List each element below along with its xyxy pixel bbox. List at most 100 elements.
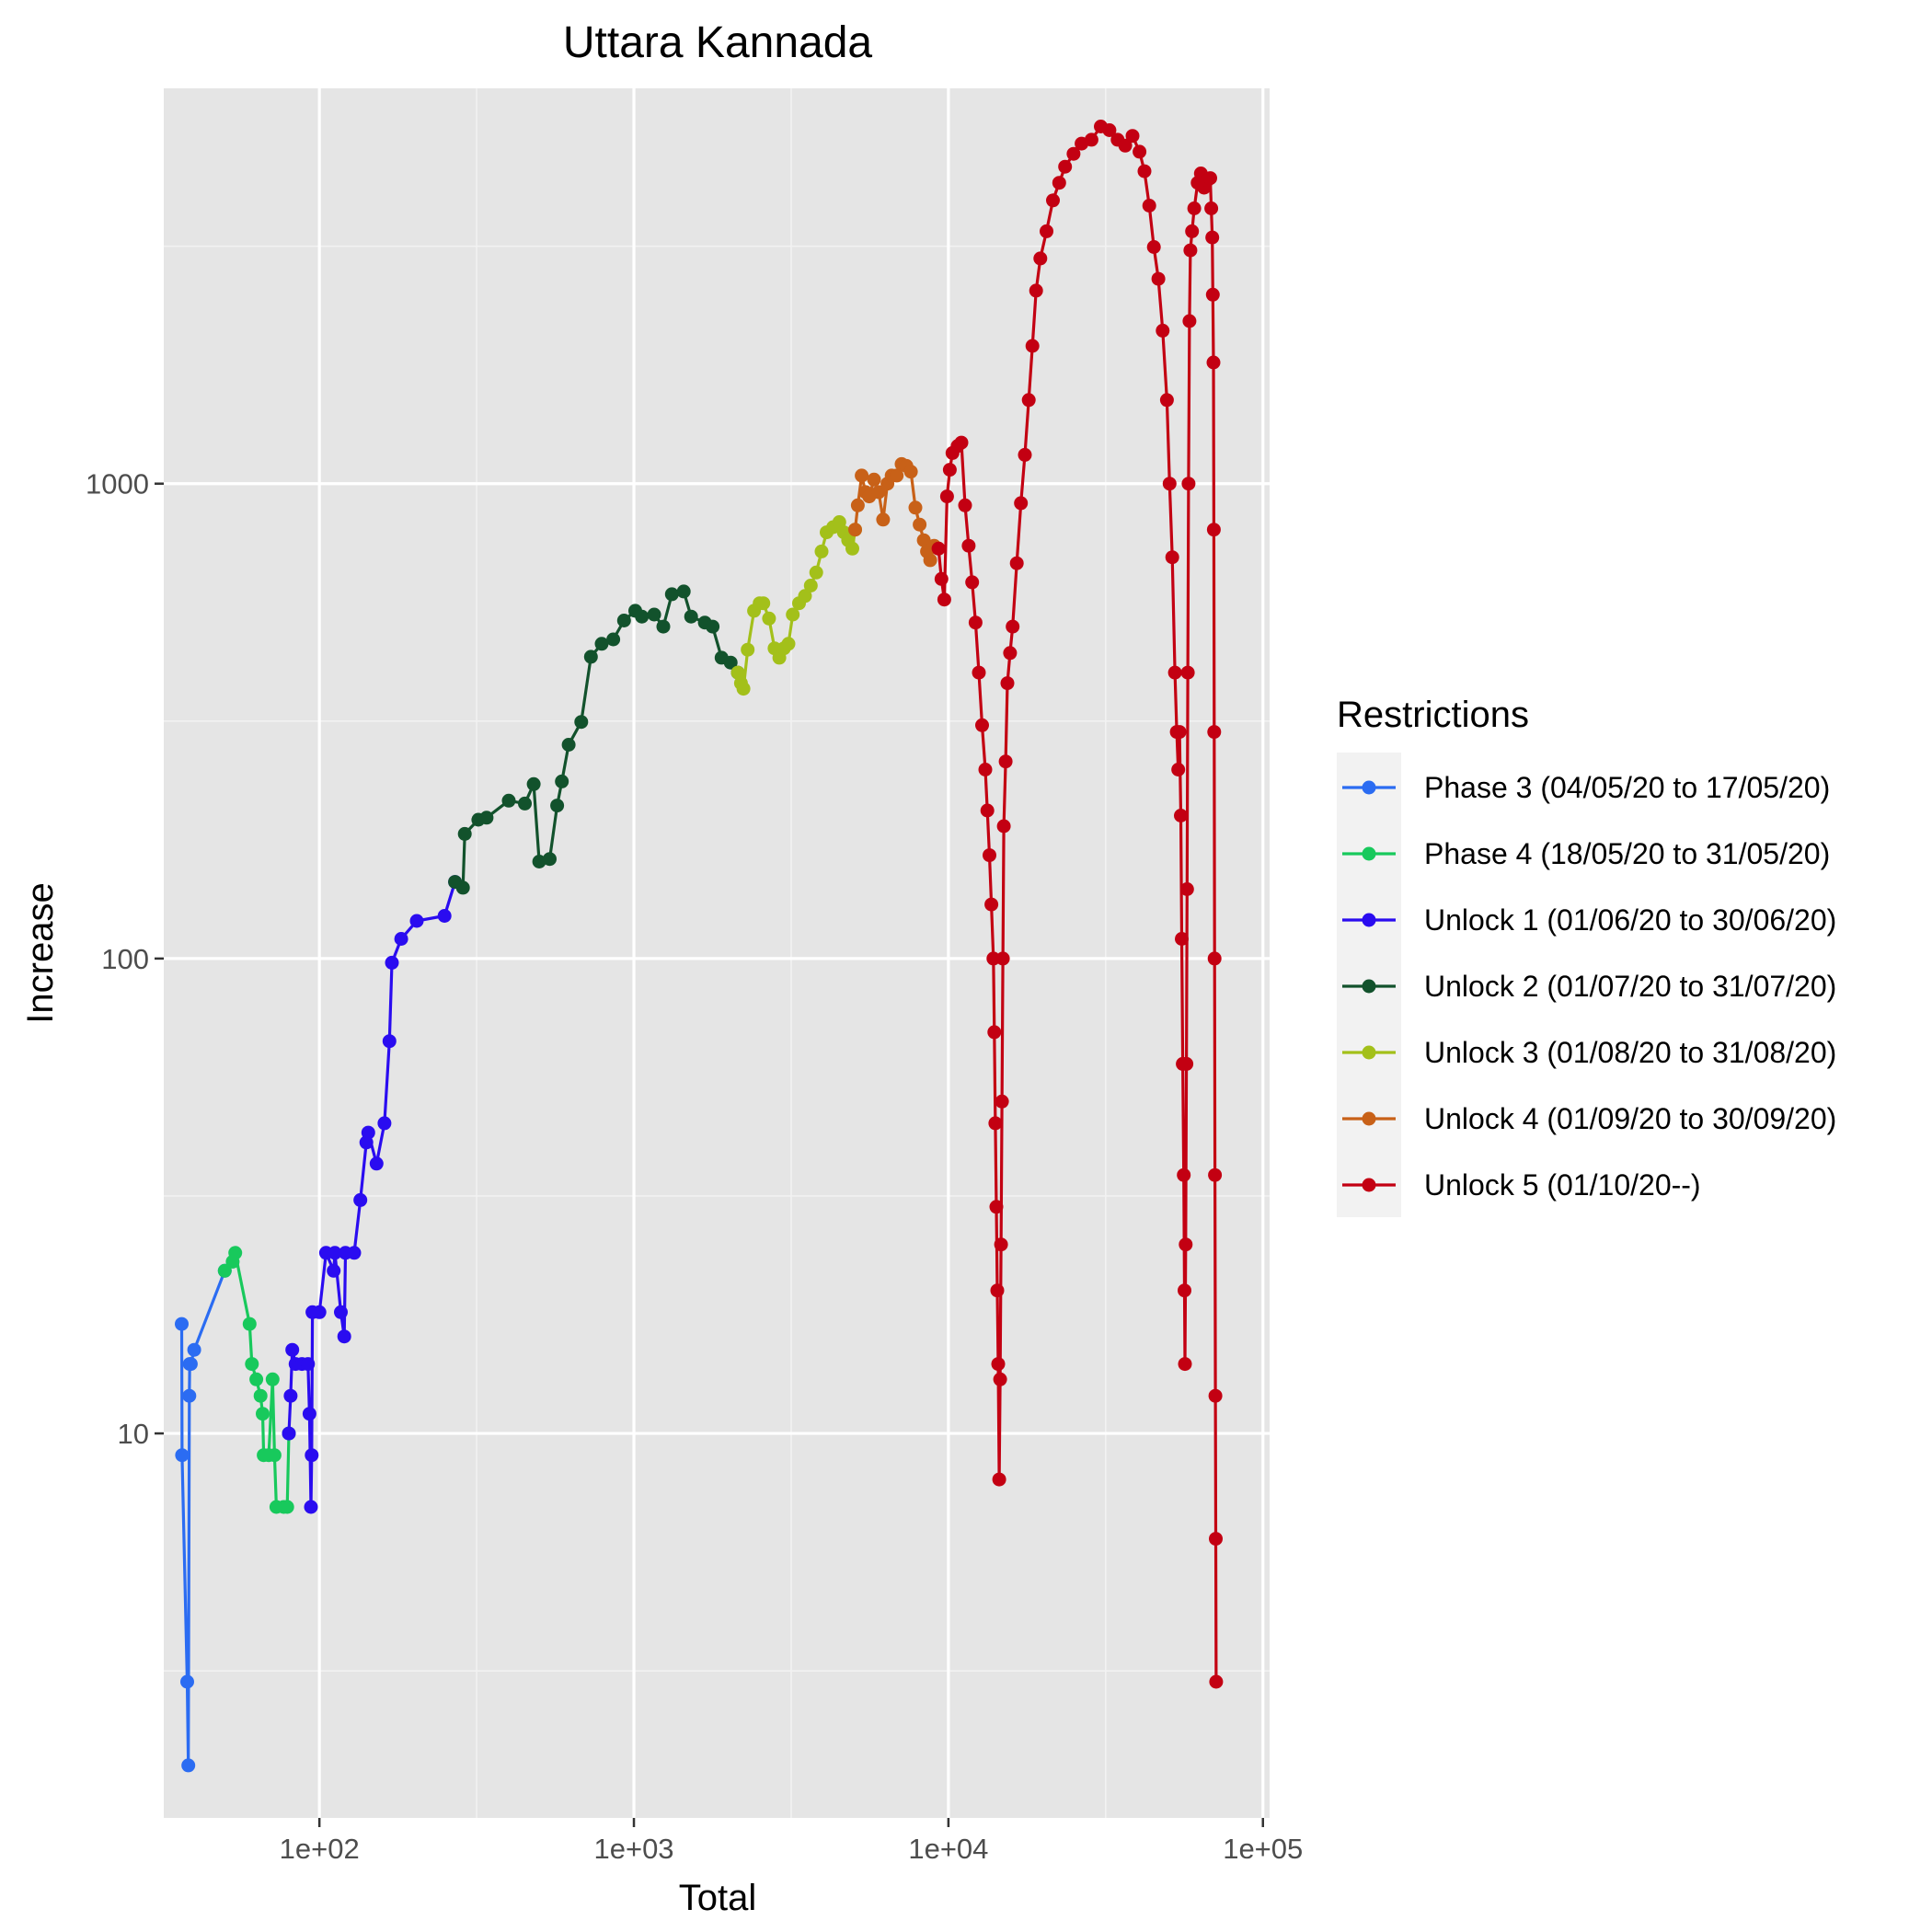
data-point xyxy=(786,607,800,622)
data-point xyxy=(937,592,951,607)
data-point xyxy=(656,619,671,634)
data-point xyxy=(1171,763,1186,776)
data-point xyxy=(980,803,995,818)
data-point xyxy=(1000,676,1015,691)
data-point xyxy=(730,665,745,680)
data-point xyxy=(676,584,691,599)
data-point xyxy=(249,1372,264,1386)
series-4 xyxy=(448,584,745,895)
data-point xyxy=(968,615,983,630)
data-point xyxy=(1033,251,1048,266)
grid-major-lines xyxy=(164,88,1270,1818)
data-point xyxy=(280,1500,294,1514)
data-point xyxy=(1175,932,1189,946)
data-point xyxy=(961,538,976,553)
data-point xyxy=(1209,1532,1223,1547)
legend-label: Unlock 2 (01/07/20 to 31/07/20) xyxy=(1424,970,1836,1003)
data-point xyxy=(1183,243,1198,258)
data-point xyxy=(256,1407,270,1421)
data-point xyxy=(1182,314,1197,328)
legend-key-point xyxy=(1362,1111,1376,1126)
data-point xyxy=(1162,477,1177,491)
y-axis-ticks: 10 100 1000 xyxy=(86,468,164,1450)
data-point xyxy=(1178,1357,1192,1372)
legend: Restrictions Phase 3 (04/05/20 to 17/05/… xyxy=(1337,695,1836,1217)
data-point xyxy=(1205,230,1220,245)
legend-key-point xyxy=(1362,1045,1376,1060)
data-point xyxy=(1180,665,1195,680)
data-point xyxy=(1179,1056,1194,1071)
data-point xyxy=(706,619,720,634)
data-point xyxy=(327,1263,341,1278)
data-point xyxy=(253,1388,268,1403)
data-point xyxy=(1178,1283,1191,1298)
data-point xyxy=(305,1448,319,1463)
data-point xyxy=(890,468,904,483)
data-point xyxy=(978,763,993,776)
data-point xyxy=(616,614,631,627)
data-point xyxy=(684,609,698,624)
legend-key-point xyxy=(1362,1178,1376,1192)
data-point xyxy=(1025,339,1040,353)
data-point xyxy=(183,1357,198,1372)
data-point xyxy=(809,565,823,580)
data-point xyxy=(283,1388,298,1403)
data-point xyxy=(736,682,751,696)
data-point xyxy=(1006,619,1020,634)
data-point xyxy=(998,754,1013,769)
data-point xyxy=(1209,1674,1224,1689)
data-point xyxy=(606,632,621,647)
data-point xyxy=(1151,271,1166,286)
data-point xyxy=(871,485,886,500)
series-layer xyxy=(175,120,1224,1773)
data-point xyxy=(954,435,969,450)
data-point xyxy=(1205,287,1220,302)
data-point xyxy=(1206,523,1221,537)
data-point xyxy=(635,609,650,624)
data-point xyxy=(285,1342,300,1357)
data-point xyxy=(361,1125,375,1140)
legend-label: Phase 3 (04/05/20 to 17/05/20) xyxy=(1424,771,1830,804)
data-point xyxy=(916,533,931,547)
data-point xyxy=(1174,809,1188,822)
legend-items: Phase 3 (04/05/20 to 17/05/20) Phase 4 (1… xyxy=(1342,771,1836,1202)
data-point xyxy=(377,1116,392,1131)
data-point xyxy=(845,541,859,556)
data-point xyxy=(282,1426,296,1441)
data-point xyxy=(1177,1167,1191,1182)
data-point xyxy=(647,607,661,622)
data-point xyxy=(187,1342,201,1357)
data-point xyxy=(1207,951,1222,966)
data-point xyxy=(1118,138,1133,153)
data-point xyxy=(942,463,957,477)
data-point xyxy=(242,1317,257,1331)
data-point xyxy=(762,611,776,626)
data-point xyxy=(455,880,470,895)
legend-item: Phase 4 (18/05/20 to 31/05/20) xyxy=(1342,837,1830,870)
legend-item: Unlock 3 (01/08/20 to 31/08/20) xyxy=(1342,1036,1836,1069)
data-point xyxy=(781,637,796,651)
data-point xyxy=(1102,123,1117,137)
data-point xyxy=(803,579,818,592)
data-point xyxy=(988,1116,1003,1131)
x-tick-label: 1e+05 xyxy=(1223,1833,1303,1865)
data-point xyxy=(1142,199,1156,213)
data-point xyxy=(1133,144,1147,159)
data-point xyxy=(1206,355,1221,370)
data-point xyxy=(594,637,609,651)
x-axis-title: Total xyxy=(679,1878,757,1918)
data-point xyxy=(1018,447,1032,462)
legend-label: Phase 4 (18/05/20 to 31/05/20) xyxy=(1424,837,1830,870)
legend-label: Unlock 4 (01/09/20 to 30/09/20) xyxy=(1424,1102,1836,1135)
data-point xyxy=(723,655,738,670)
data-point xyxy=(526,776,541,791)
data-point xyxy=(995,951,1010,966)
data-point xyxy=(301,1357,316,1372)
data-point xyxy=(1052,176,1066,190)
data-point xyxy=(1203,171,1217,186)
series-7 xyxy=(931,120,1224,1689)
data-point xyxy=(1207,725,1222,740)
data-point xyxy=(182,1388,197,1403)
legend-item: Unlock 4 (01/09/20 to 30/09/20) xyxy=(1342,1102,1836,1135)
